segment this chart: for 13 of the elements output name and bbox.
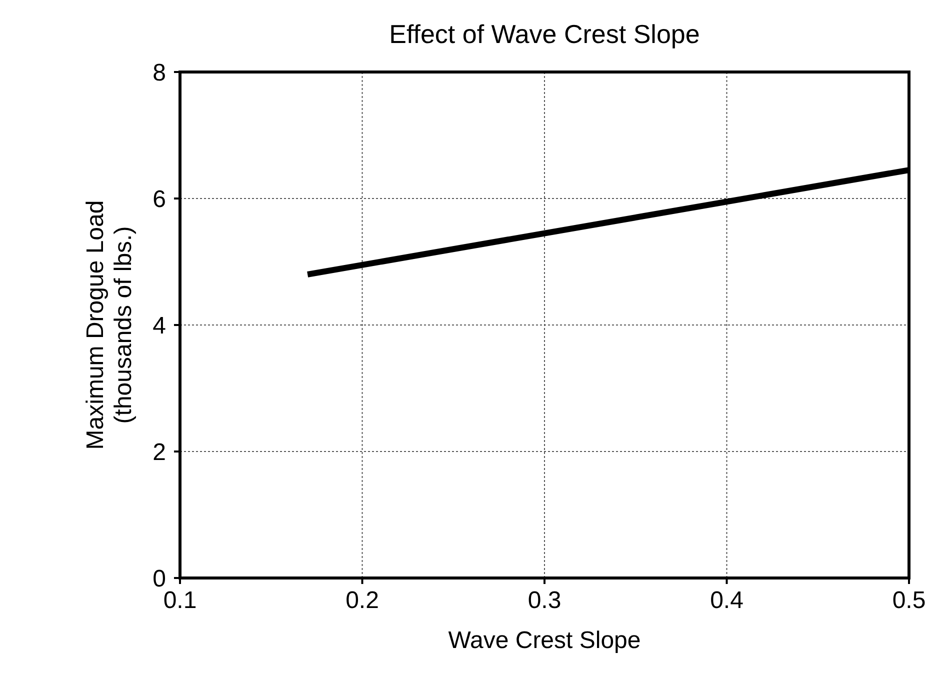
y-axis-title: Maximum Drogue Load (thousands of lbs.) [82,200,137,450]
x-tick-label: 0.3 [528,587,562,614]
y-tick-label: 8 [152,59,166,86]
y-tick-label: 2 [152,438,166,466]
chart-title: Effect of Wave Crest Slope [389,19,700,49]
x-tick-label: 0.2 [346,587,379,614]
y-tick-label: 0 [152,565,166,592]
x-tick-label: 0.5 [892,587,926,614]
y-tick-label: 4 [152,312,166,340]
y-tick-label: 6 [152,186,166,213]
x-axis-title: Wave Crest Slope [448,627,641,654]
x-tick-label: 0.1 [163,587,197,614]
x-tick-label: 0.4 [710,587,744,614]
